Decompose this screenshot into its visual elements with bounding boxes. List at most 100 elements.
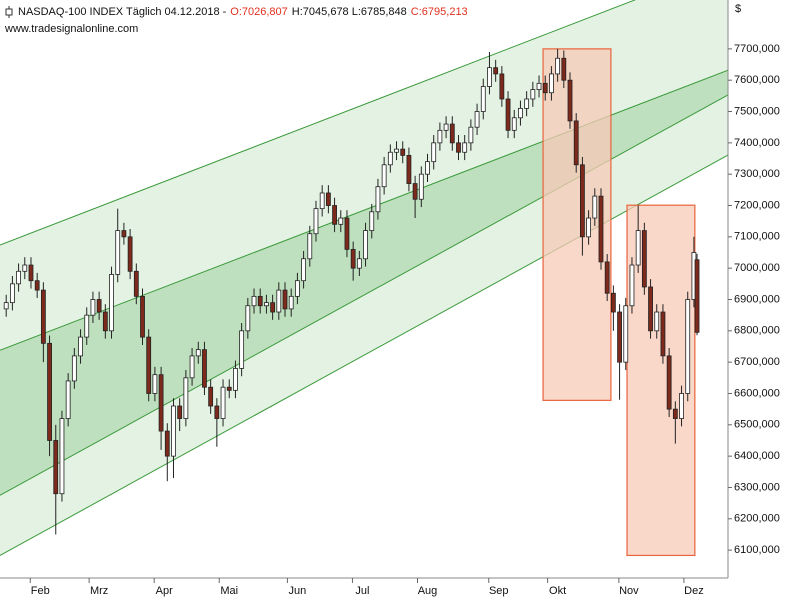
candle-body bbox=[418, 173, 424, 200]
candle-body bbox=[443, 123, 449, 131]
candle-body bbox=[592, 195, 598, 219]
candle-body bbox=[65, 380, 71, 419]
y-tick-label: 7200,000 bbox=[734, 199, 780, 211]
y-tick-label: 6500,000 bbox=[734, 419, 780, 431]
candle-body bbox=[313, 208, 319, 235]
candle-body bbox=[449, 123, 455, 144]
x-tick-label: Jul bbox=[355, 585, 369, 597]
candle-body bbox=[127, 236, 133, 272]
candle-body bbox=[369, 211, 375, 231]
candle-body bbox=[34, 280, 40, 291]
candle-body bbox=[580, 164, 585, 238]
candle-body bbox=[412, 183, 418, 200]
candle-body bbox=[493, 67, 499, 75]
candle-body bbox=[307, 233, 313, 260]
candle-body bbox=[288, 295, 294, 310]
candle-body bbox=[276, 289, 282, 313]
y-tick-label: 6400,000 bbox=[734, 450, 780, 462]
candle-body bbox=[233, 368, 238, 391]
x-tick-label: Sep bbox=[489, 585, 509, 597]
candle-body bbox=[22, 264, 28, 272]
candle-body bbox=[90, 299, 96, 316]
candle-body bbox=[338, 217, 344, 225]
y-tick-label: 6300,000 bbox=[734, 481, 780, 493]
y-tick-label: 6200,000 bbox=[734, 513, 780, 525]
candle-body bbox=[437, 129, 443, 144]
candle-body bbox=[679, 393, 684, 419]
x-tick-label: Jun bbox=[289, 585, 307, 597]
candle-body bbox=[226, 386, 232, 391]
candle-body bbox=[694, 259, 700, 333]
candle-body bbox=[623, 305, 629, 363]
candle-body bbox=[511, 117, 517, 131]
candle-body bbox=[635, 230, 641, 266]
candle-body bbox=[536, 82, 542, 90]
x-tick-label: Feb bbox=[31, 585, 50, 597]
y-tick-label: 6100,000 bbox=[734, 544, 780, 556]
candle-body bbox=[505, 98, 511, 131]
candle-body bbox=[660, 311, 666, 357]
candle-body bbox=[214, 405, 220, 419]
y-tick-label: 7100,000 bbox=[734, 231, 780, 243]
y-tick-label: 7600,000 bbox=[734, 74, 780, 86]
x-tick-label: Aug bbox=[418, 585, 438, 597]
y-tick-label: 6600,000 bbox=[734, 387, 780, 399]
currency: $ bbox=[735, 3, 741, 15]
candle-body bbox=[84, 314, 90, 338]
y-tick-label: 6800,000 bbox=[734, 325, 780, 337]
candle-body bbox=[177, 405, 183, 419]
x-tick-label: Apr bbox=[156, 585, 173, 597]
candle-body bbox=[641, 230, 647, 288]
candle-body bbox=[9, 283, 15, 304]
candle-body bbox=[325, 192, 331, 206]
candle-body bbox=[152, 374, 158, 394]
candle-body bbox=[319, 192, 325, 210]
candle-body bbox=[672, 408, 678, 419]
y-tick-label: 6700,000 bbox=[734, 356, 780, 368]
candle-body bbox=[115, 230, 121, 275]
y-tick-label: 7500,000 bbox=[734, 105, 780, 117]
candle-body bbox=[480, 86, 486, 112]
candle-body bbox=[586, 217, 591, 238]
candle-body bbox=[394, 148, 399, 153]
candle-body bbox=[133, 270, 139, 297]
candle-body bbox=[431, 142, 437, 163]
header-icon bbox=[5, 6, 13, 18]
candle-body bbox=[53, 440, 59, 495]
candle-body bbox=[375, 186, 381, 213]
candle-body bbox=[406, 154, 412, 184]
candle-body bbox=[555, 57, 561, 75]
candle-body bbox=[567, 79, 573, 122]
candle-body bbox=[189, 355, 195, 379]
candle-body bbox=[109, 274, 114, 332]
candle-body bbox=[208, 386, 214, 407]
x-tick-label: Dez bbox=[684, 585, 704, 597]
candle-body bbox=[468, 126, 474, 144]
candle-body bbox=[648, 286, 653, 332]
candle-body bbox=[573, 120, 579, 166]
candle-body bbox=[264, 302, 269, 307]
candle-body bbox=[425, 161, 430, 175]
candle-body bbox=[71, 355, 77, 382]
candle-body bbox=[40, 289, 46, 344]
candle-body bbox=[257, 295, 263, 307]
candle-body bbox=[96, 299, 102, 313]
y-tick-label: 7700,000 bbox=[734, 43, 780, 55]
high-low-label: H:7045,678 L:6785,848 bbox=[292, 6, 407, 18]
candle-body bbox=[561, 57, 567, 81]
candle-body bbox=[294, 280, 300, 297]
x-tick-label: Okt bbox=[549, 585, 566, 597]
x-tick-label: Nov bbox=[619, 585, 639, 597]
candle-body bbox=[518, 107, 523, 119]
source: www.tradesignalonline.com bbox=[4, 23, 138, 35]
candle-body bbox=[685, 299, 691, 394]
candle-body bbox=[220, 386, 226, 419]
candle-body bbox=[549, 73, 554, 94]
candle-body bbox=[363, 230, 368, 260]
candle-body bbox=[146, 336, 152, 394]
candle-body bbox=[487, 67, 492, 87]
candle-body bbox=[121, 230, 127, 238]
candle-body bbox=[282, 289, 288, 310]
candle-body bbox=[78, 336, 83, 357]
candle-body bbox=[3, 302, 9, 310]
